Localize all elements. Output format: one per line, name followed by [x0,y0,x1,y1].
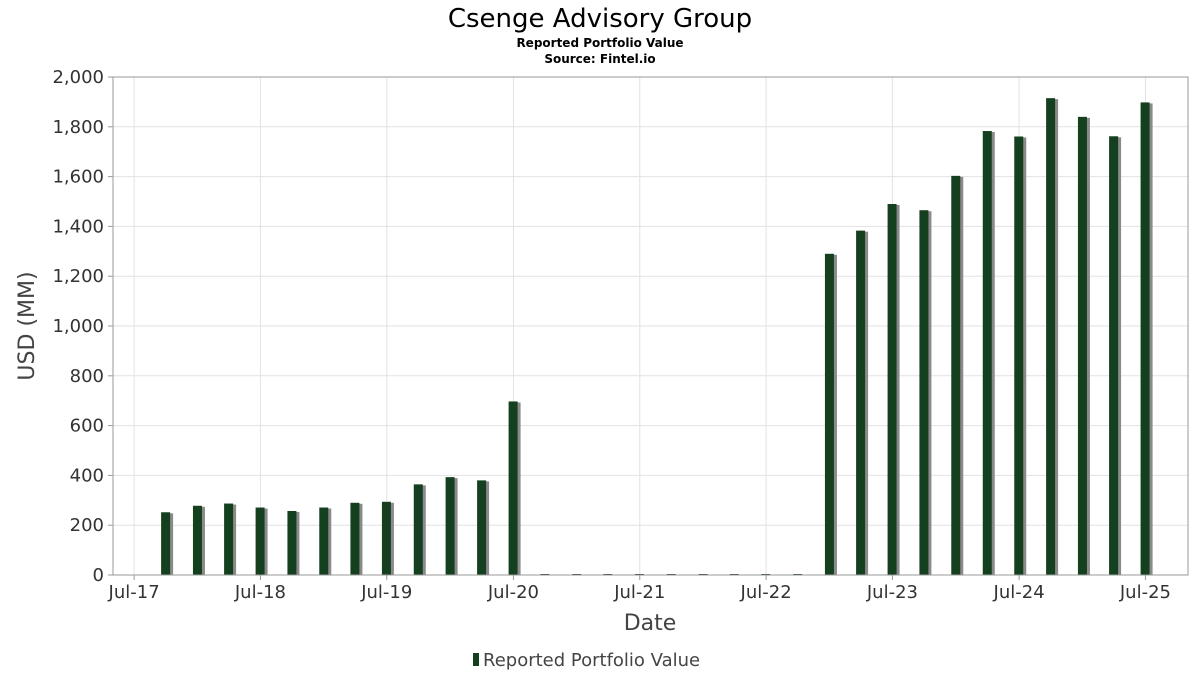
x-tick-label: Jul-21 [613,582,665,603]
legend-label: Reported Portfolio Value [483,650,700,671]
bar-body [508,401,518,575]
y-tick-label: 1,400 [52,216,104,237]
y-tick-label: 1,800 [52,117,104,138]
bar-body [161,512,171,575]
bar-body [192,505,202,575]
y-axis-ticks: 0 200 400 600 800 1,000 1,200 1,400 1,600 1,800 2,… [52,67,113,586]
y-tick-label: 800 [70,366,104,387]
legend-swatch [473,653,479,666]
bar [161,512,174,575]
bar [1140,102,1153,575]
bar [508,401,521,575]
bar-body [477,480,487,575]
bars [161,98,1153,576]
x-tick-label: Jul-24 [993,582,1045,603]
bar-body [887,203,897,576]
legend: Reported Portfolio Value [473,650,700,671]
bar-body [350,502,360,575]
bar-body [1140,102,1150,575]
bar [192,505,205,575]
y-tick-label: 1,000 [52,316,104,337]
bar-body [319,507,329,575]
y-tick-label: 400 [70,465,104,486]
bar-body [1046,98,1056,575]
bar [919,210,932,575]
bar-body [824,253,834,576]
x-tick-label: Jul-17 [108,582,160,603]
x-tick-label: Jul-23 [866,582,918,603]
bar [824,253,837,576]
bar-body [224,503,234,575]
bar-body [982,131,992,575]
bar [381,501,394,575]
y-tick-label: 600 [70,416,104,437]
x-tick-label: Jul-20 [487,582,539,603]
chart-title: Csenge Advisory Group [448,4,752,34]
bar [856,230,869,575]
bar [1046,98,1059,575]
y-tick-label: 1,600 [52,167,104,188]
bar-body [255,507,265,575]
bar-body [856,230,866,575]
x-tick-label: Jul-18 [234,582,286,603]
bar-body [1109,136,1119,575]
bar-body [1014,136,1024,576]
bar [1077,116,1090,575]
bar [477,480,490,575]
chart-source: Source: Fintel.io [544,52,655,66]
x-axis-label: Date [624,611,677,636]
bar [887,203,900,576]
bar [350,502,363,575]
bar [982,131,995,575]
x-tick-label: Jul-19 [360,582,412,603]
y-axis-label: USD (MM) [15,271,40,380]
bar [951,175,964,575]
y-tick-label: 1,200 [52,266,104,287]
bar-body [287,511,297,575]
x-axis-ticks: Jul-17 Jul-18 Jul-19 Jul-20 Jul-21 Jul-22 Jul-… [108,575,1171,603]
bar [319,507,332,575]
x-tick-label: Jul-25 [1119,582,1171,603]
bar [413,484,426,575]
bar-body [1077,116,1087,575]
chart-subtitle: Reported Portfolio Value [516,36,683,50]
bar [224,503,237,575]
bar-body [919,210,929,575]
grid [113,76,1188,576]
bar [445,477,458,575]
y-tick-label: 2,000 [52,67,104,88]
bar-body [951,175,961,575]
bar [1109,136,1122,575]
y-tick-label: 0 [93,565,104,586]
y-tick-label: 200 [70,515,104,536]
bar-body [445,477,455,575]
bar [255,507,268,575]
bar-body [381,501,391,575]
bar-body [413,484,423,575]
bar [287,511,300,575]
x-tick-label: Jul-22 [740,582,792,603]
bar [1014,136,1027,576]
